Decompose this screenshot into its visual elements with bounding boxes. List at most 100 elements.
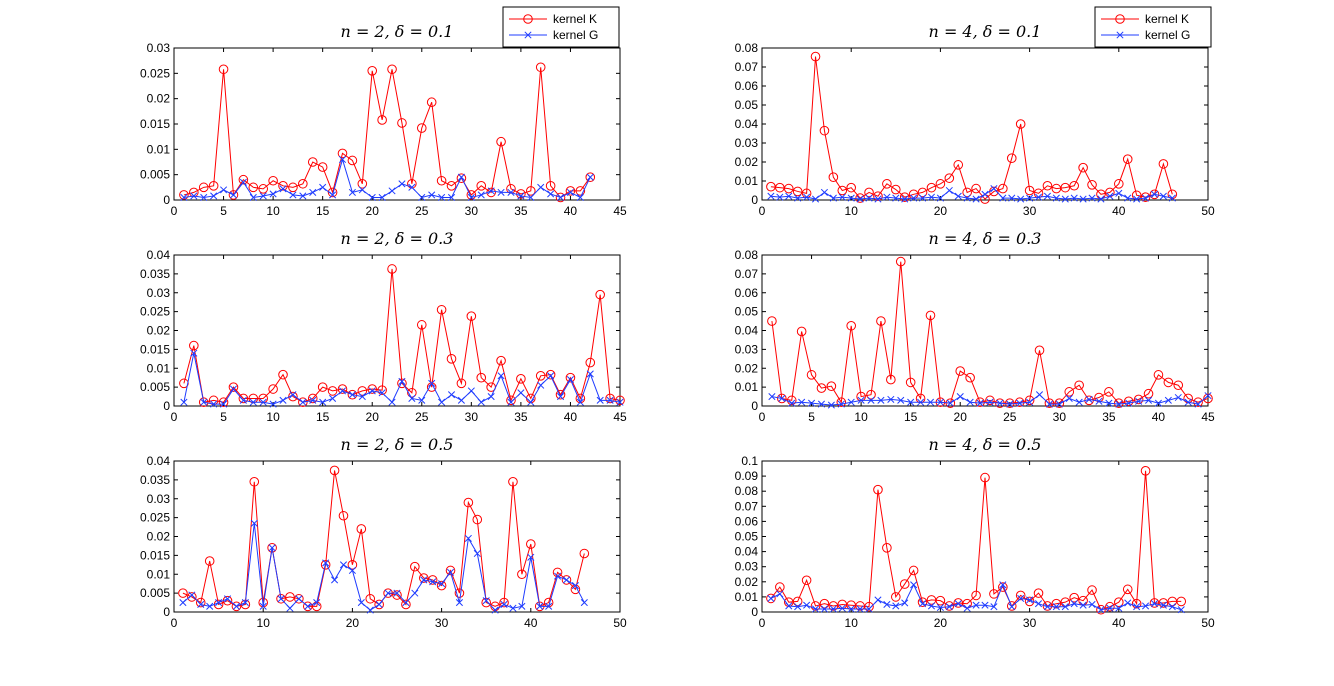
data-point-kernel-K <box>989 589 999 599</box>
legend-marker-kernel-K <box>1115 14 1125 24</box>
data-point-kernel-K <box>1163 377 1174 388</box>
data-point-kernel-K <box>1074 380 1084 391</box>
data-point-kernel-G <box>384 589 392 597</box>
data-point-kernel-G <box>768 393 776 401</box>
data-point-kernel-G <box>428 191 436 199</box>
data-point-kernel-G <box>239 178 247 186</box>
y-tick-label: 0.04 <box>735 545 759 559</box>
data-point-kernel-G <box>1168 603 1176 611</box>
data-point-kernel-G <box>210 400 218 408</box>
data-point-kernel-K <box>189 187 199 198</box>
data-point-kernel-G <box>1135 397 1143 405</box>
data-point-kernel-G <box>586 370 594 378</box>
data-point-kernel-G <box>1106 192 1114 200</box>
data-point-kernel-K <box>579 548 590 559</box>
y-tick-label: 0.005 <box>140 586 170 600</box>
y-tick-label: 0.01 <box>735 380 759 394</box>
x-tick-label: 30 <box>1023 616 1037 630</box>
data-point-kernel-G <box>188 591 196 599</box>
data-point-kernel-G <box>794 194 802 202</box>
data-point-kernel-K <box>955 366 966 376</box>
data-point-kernel-K <box>187 592 197 602</box>
data-point-kernel-G <box>936 603 944 612</box>
data-point-kernel-G <box>811 605 820 613</box>
data-point-kernel-K <box>365 593 376 604</box>
data-point-kernel-K <box>953 160 964 170</box>
x-tick-label: 5 <box>220 204 227 218</box>
data-point-kernel-K <box>1114 398 1124 408</box>
data-point-kernel-K <box>866 389 876 400</box>
data-point-kernel-G <box>847 194 855 202</box>
data-point-kernel-G <box>200 398 208 406</box>
data-point-kernel-K <box>1131 598 1142 609</box>
data-point-kernel-G <box>788 399 796 407</box>
data-point-kernel-G <box>966 398 974 406</box>
data-point-kernel-K <box>1033 588 1044 598</box>
x-tick-label: 20 <box>934 616 948 630</box>
data-point-kernel-G <box>447 391 456 399</box>
data-point-kernel-K <box>1158 598 1169 608</box>
data-point-kernel-G <box>794 603 802 611</box>
data-point-kernel-G <box>1105 399 1113 407</box>
data-point-kernel-K <box>792 186 803 197</box>
data-point-kernel-K <box>1006 153 1017 163</box>
data-point-kernel-G <box>229 191 238 199</box>
series-kernel-G <box>768 391 1212 409</box>
data-point-kernel-G <box>1061 603 1069 611</box>
data-point-kernel-K <box>555 389 566 400</box>
data-point-kernel-G <box>972 601 980 609</box>
data-point-kernel-K <box>905 377 916 388</box>
data-point-kernel-G <box>1144 396 1153 404</box>
y-tick-label: 0.05 <box>735 305 759 319</box>
y-tick-label: 0.04 <box>735 324 759 338</box>
data-point-kernel-G <box>1079 195 1087 203</box>
data-point-kernel-G <box>798 398 806 406</box>
y-tick-label: 0.01 <box>147 361 171 375</box>
data-point-kernel-G <box>986 398 994 406</box>
y-tick-label: 0.03 <box>147 286 171 300</box>
data-point-kernel-K <box>367 66 378 76</box>
x-tick-label: 15 <box>316 204 330 218</box>
data-point-kernel-K <box>777 393 787 404</box>
data-point-kernel-G <box>556 193 565 202</box>
data-point-kernel-G <box>829 605 837 613</box>
data-point-kernel-G <box>388 187 396 195</box>
data-point-kernel-K <box>1176 596 1187 607</box>
plot-area <box>761 460 1209 613</box>
data-point-kernel-K <box>925 310 936 321</box>
data-point-kernel-G <box>239 396 247 404</box>
data-point-kernel-G <box>829 194 837 202</box>
data-point-kernel-G <box>250 519 258 527</box>
data-point-kernel-G <box>1177 606 1185 614</box>
data-point-kernel-G <box>999 194 1007 202</box>
data-point-kernel-K <box>786 395 797 406</box>
data-point-kernel-G <box>919 194 927 202</box>
data-point-kernel-K <box>535 371 546 381</box>
x-tick-label: 30 <box>465 410 479 424</box>
data-point-kernel-K <box>179 190 189 200</box>
data-point-kernel-K <box>545 181 556 191</box>
data-point-kernel-K <box>962 187 972 198</box>
data-point-kernel-K <box>397 118 407 128</box>
data-point-kernel-K <box>980 472 990 483</box>
data-point-kernel-G <box>179 599 187 607</box>
legend-marker-kernel-K <box>523 14 533 24</box>
data-point-kernel-G <box>527 398 535 406</box>
data-point-kernel-K <box>1024 185 1035 196</box>
data-point-kernel-G <box>537 381 545 389</box>
data-point-kernel-K <box>1034 345 1045 356</box>
data-point-kernel-G <box>455 599 463 607</box>
chart-title: n = 2, δ = 0.5 <box>341 435 454 454</box>
data-point-kernel-K <box>387 64 397 75</box>
data-point-kernel-K <box>466 190 477 200</box>
data-point-kernel-G <box>402 599 410 607</box>
data-point-kernel-K <box>410 561 420 572</box>
y-tick-label: 0.03 <box>147 41 171 55</box>
x-tick-label: 40 <box>1112 616 1126 630</box>
y-tick-label: 0.06 <box>735 286 759 300</box>
data-point-kernel-G <box>467 387 475 395</box>
data-point-kernel-G <box>901 599 909 607</box>
data-point-kernel-G <box>1142 194 1150 202</box>
data-point-kernel-K <box>1143 388 1154 399</box>
data-point-kernel-G <box>200 193 208 202</box>
